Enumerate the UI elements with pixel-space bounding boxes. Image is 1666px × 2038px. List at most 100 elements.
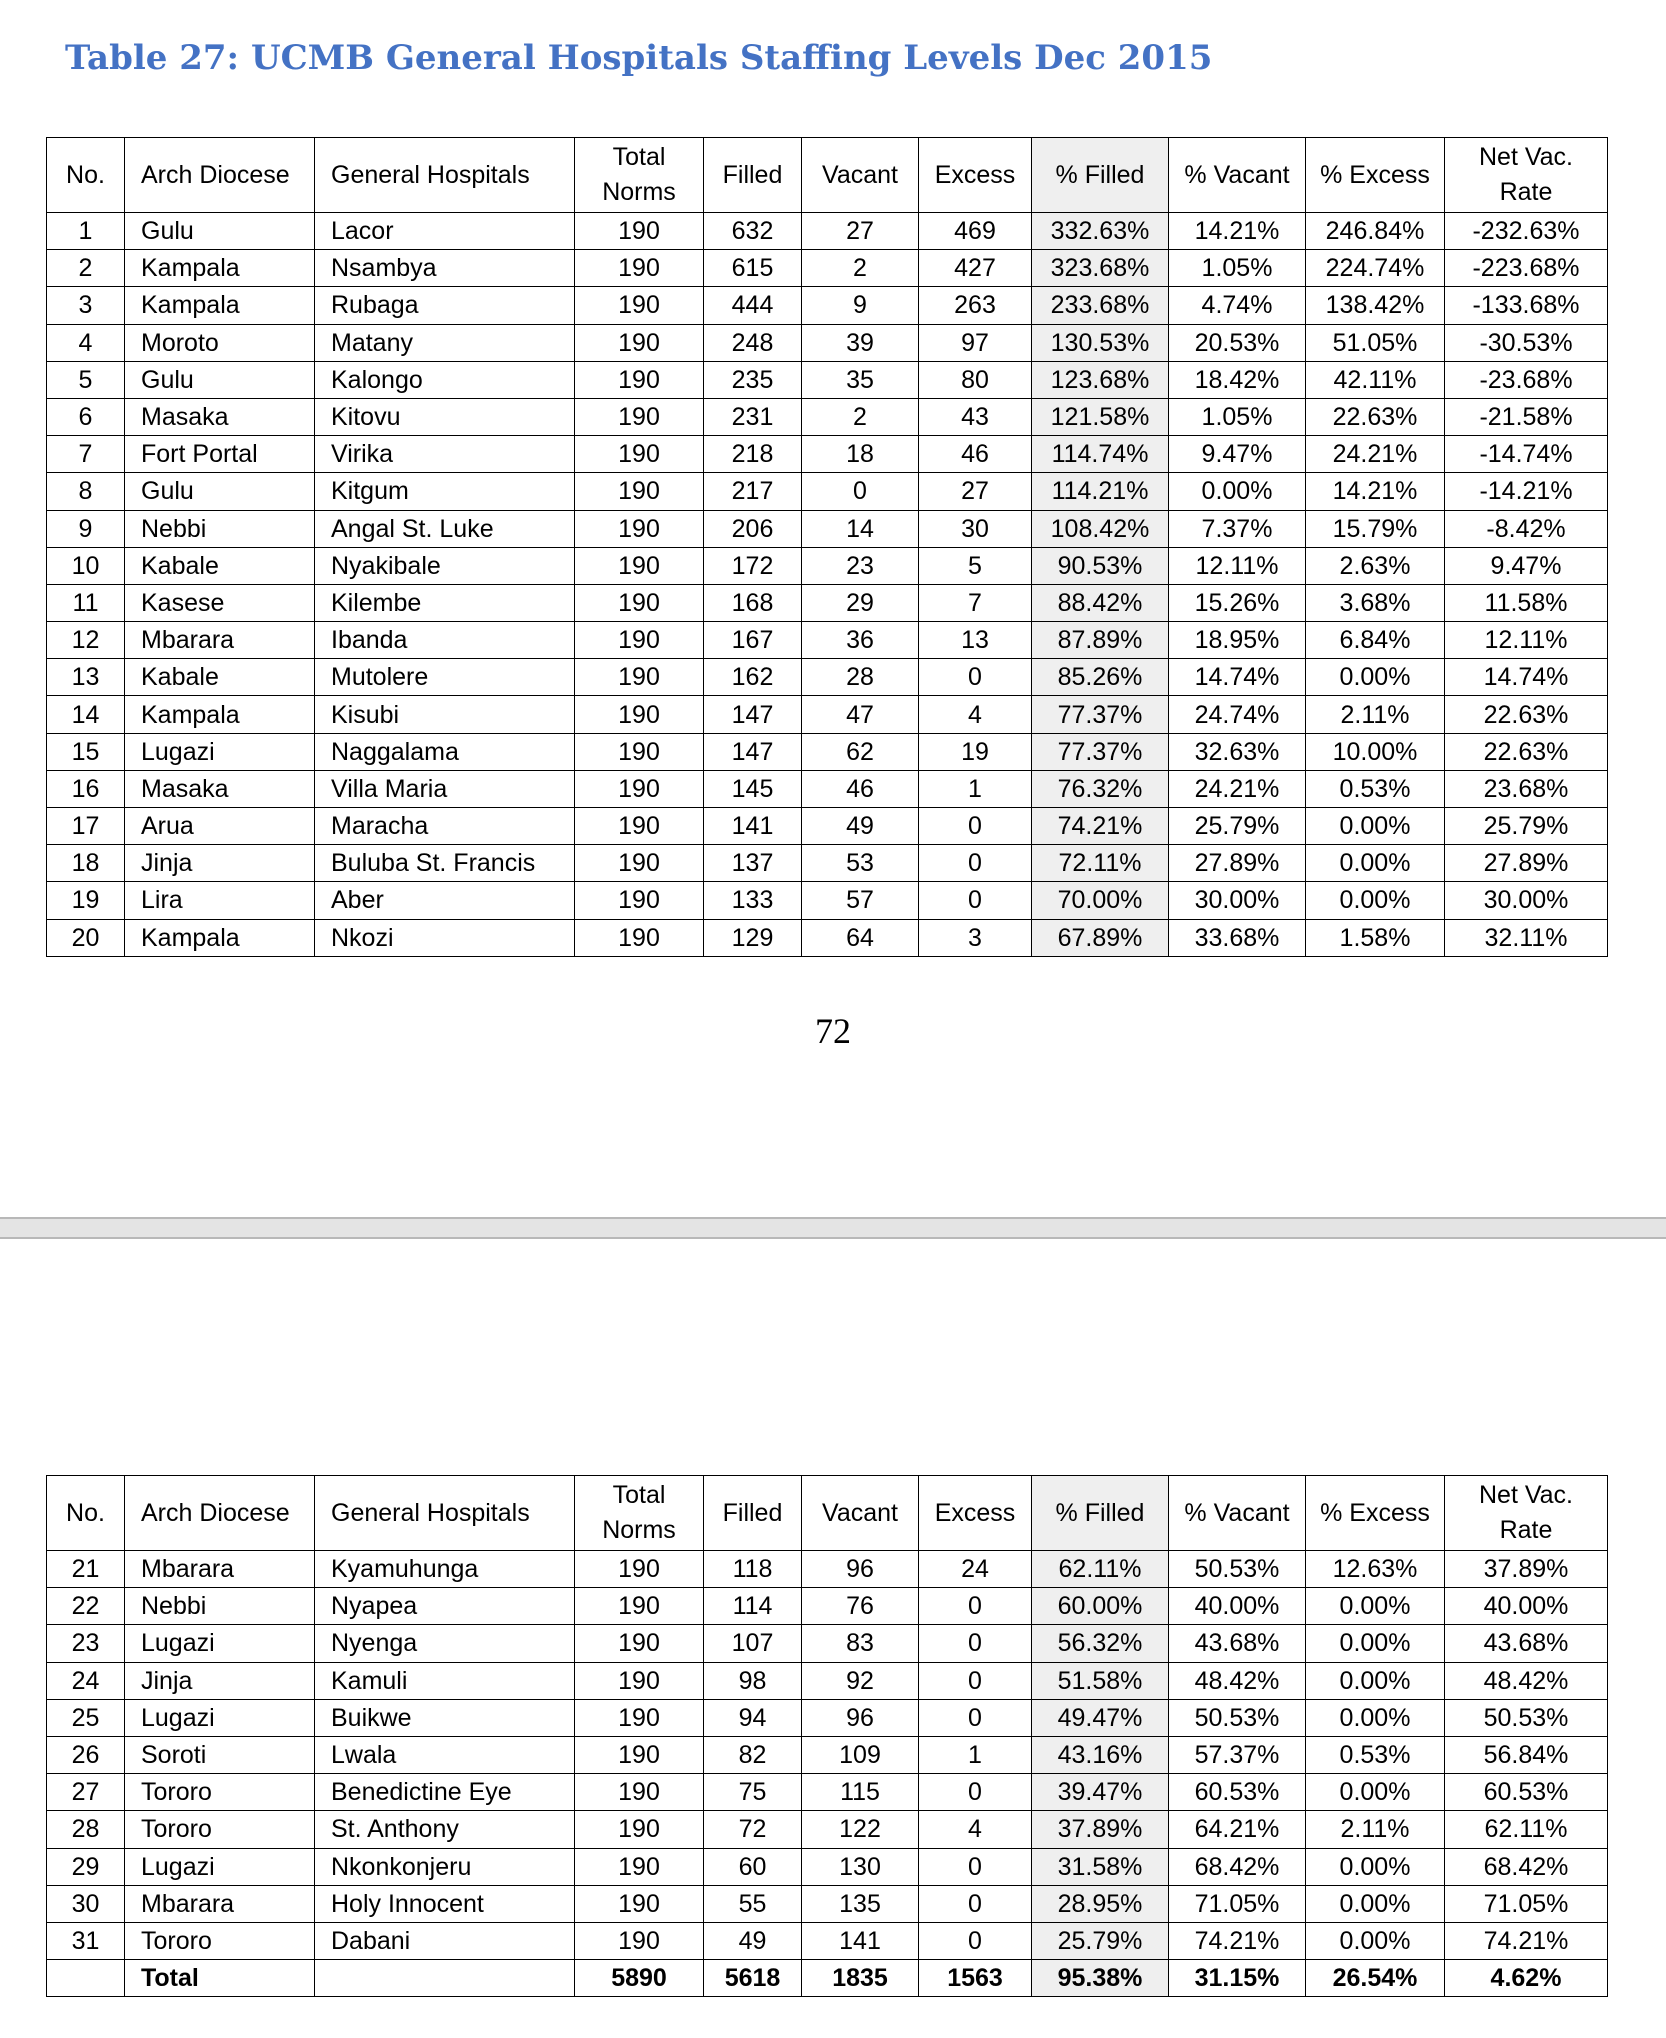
table-row: 21 Mbarara Kyamuhunga 190 118 96 24 62.11% 50.53… — [46, 1549, 1608, 1589]
cell-vacant: 9 — [801, 286, 919, 325]
cell-arch-diocese: Masaka — [124, 769, 315, 809]
cell-filled: 172 — [703, 546, 802, 585]
cell-vacant: 28 — [801, 658, 919, 697]
cell-no: 23 — [46, 1624, 125, 1663]
cell-excess: 0 — [918, 806, 1032, 846]
cell-general-hospital: Ibanda — [314, 621, 575, 660]
table-row: 27 Tororo Benedictine Eye 190 75 115 0 39.47% 60… — [46, 1773, 1608, 1812]
cell-pct-filled: 130.53% — [1031, 323, 1169, 362]
total-row: Total 5890 5618 1835 1563 95.38% 31.15% 26.54% 4… — [46, 1959, 1608, 1998]
cell-vacant: 135 — [801, 1884, 919, 1923]
cell-net-vac-rate: 62.11% — [1444, 1810, 1608, 1849]
cell-general-hospital: Mutolere — [314, 658, 575, 697]
cell-excess: 7 — [918, 583, 1032, 623]
col-header-net-vac-rate: Net Vac. Rate — [1444, 1475, 1608, 1551]
cell-pct-vacant: 30.00% — [1168, 881, 1306, 920]
table-row: 24 Jinja Kamuli 190 98 92 0 51.58% 48.42% 0.00% 48… — [46, 1661, 1608, 1700]
cell-arch-diocese: Lugazi — [124, 1847, 315, 1886]
cell-pct-vacant: 1.05% — [1168, 397, 1306, 437]
cell-net-vac-rate: 12.11% — [1444, 621, 1608, 660]
cell-pct-filled: 85.26% — [1031, 658, 1169, 697]
cell-pct-excess: 224.74% — [1305, 249, 1445, 288]
cell-vacant: 36 — [801, 621, 919, 660]
cell-excess: 0 — [918, 881, 1032, 920]
table-title: Table 27: UCMB General Hospitals Staffin… — [65, 38, 1213, 78]
cell-excess: 0 — [918, 844, 1032, 883]
cell-pct-excess: 2.11% — [1305, 1810, 1445, 1849]
cell-general-hospital: Dabani — [314, 1921, 575, 1961]
cell-filled: 55 — [703, 1884, 802, 1923]
cell-pct-filled: 39.47% — [1031, 1773, 1169, 1812]
cell-pct-excess: 0.00% — [1305, 1624, 1445, 1663]
cell-arch-diocese: Soroti — [124, 1735, 315, 1775]
cell-vacant: 64 — [801, 918, 919, 957]
cell-pct-filled: 31.58% — [1031, 1847, 1169, 1886]
cell-filled: 5618 — [703, 1959, 802, 1998]
page-number: 72 — [815, 1011, 851, 1051]
cell-filled: 632 — [703, 211, 802, 251]
cell-net-vac-rate: -14.74% — [1444, 435, 1608, 474]
cell-excess: 4 — [918, 695, 1032, 734]
cell-vacant: 1835 — [801, 1959, 919, 1998]
cell-excess: 13 — [918, 621, 1032, 660]
cell-net-vac-rate: 48.42% — [1444, 1661, 1608, 1700]
table-row: 30 Mbarara Holy Innocent 190 55 135 0 28.95% 71.… — [46, 1884, 1608, 1923]
cell-net-vac-rate: 56.84% — [1444, 1735, 1608, 1775]
cell-general-hospital: Buikwe — [314, 1698, 575, 1737]
cell-pct-excess: 0.00% — [1305, 1847, 1445, 1886]
table-row: 31 Tororo Dabani 190 49 141 0 25.79% 74.21% 0.00%… — [46, 1921, 1608, 1961]
cell-net-vac-rate: -223.68% — [1444, 249, 1608, 288]
cell-total-norms: 190 — [574, 546, 704, 585]
cell-pct-vacant: 50.53% — [1168, 1698, 1306, 1737]
cell-net-vac-rate: 37.89% — [1444, 1549, 1608, 1589]
cell-total-norms: 190 — [574, 286, 704, 325]
cell-excess: 19 — [918, 732, 1032, 771]
col-header-pct-vacant: % Vacant — [1168, 137, 1306, 213]
cell-pct-excess: 138.42% — [1305, 286, 1445, 325]
cell-excess: 427 — [918, 249, 1032, 288]
cell-general-hospital: Kalongo — [314, 360, 575, 399]
cell-general-hospital: Maracha — [314, 806, 575, 846]
cell-total-norms: 190 — [574, 621, 704, 660]
cell-pct-vacant: 40.00% — [1168, 1587, 1306, 1626]
cell-arch-diocese: Moroto — [124, 323, 315, 362]
cell-arch-diocese: Kampala — [124, 918, 315, 957]
cell-general-hospital: Benedictine Eye — [314, 1773, 575, 1812]
cell-net-vac-rate: 40.00% — [1444, 1587, 1608, 1626]
cell-pct-excess: 2.63% — [1305, 546, 1445, 585]
cell-arch-diocese: Jinja — [124, 844, 315, 883]
cell-excess: 46 — [918, 435, 1032, 474]
cell-pct-excess: 0.53% — [1305, 1735, 1445, 1775]
cell-pct-vacant: 14.21% — [1168, 211, 1306, 251]
staffing-table-page-72: No. Arch Diocese General Hospitals Total… — [46, 137, 1608, 957]
cell-arch-diocese: Nebbi — [124, 509, 315, 548]
col-header-pct-excess: % Excess — [1305, 1475, 1445, 1551]
cell-excess: 0 — [918, 1587, 1032, 1626]
cell-pct-filled: 28.95% — [1031, 1884, 1169, 1923]
col-header-vacant: Vacant — [801, 137, 919, 213]
cell-total-norms: 190 — [574, 1773, 704, 1812]
cell-net-vac-rate: -8.42% — [1444, 509, 1608, 548]
cell-vacant: 92 — [801, 1661, 919, 1700]
table-row: 4 Moroto Matany 190 248 39 97 130.53% 20.53% 51.0… — [46, 323, 1608, 362]
cell-pct-filled: 49.47% — [1031, 1698, 1169, 1737]
cell-pct-filled: 77.37% — [1031, 732, 1169, 771]
cell-vacant: 141 — [801, 1921, 919, 1961]
cell-filled: 147 — [703, 732, 802, 771]
table-row: 26 Soroti Lwala 190 82 109 1 43.16% 57.37% 0.53% 5… — [46, 1735, 1608, 1775]
cell-pct-excess: 2.11% — [1305, 695, 1445, 734]
table-body-page-72: 1 Gulu Lacor 190 632 27 469 332.63% 14.21% 246.84… — [46, 211, 1608, 957]
cell-arch-diocese: Lugazi — [124, 732, 315, 771]
cell-excess: 0 — [918, 1661, 1032, 1700]
cell-net-vac-rate: 50.53% — [1444, 1698, 1608, 1737]
table-row: 12 Mbarara Ibanda 190 167 36 13 87.89% 18.95% 6.8… — [46, 621, 1608, 660]
cell-general-hospital — [314, 1959, 575, 1998]
cell-net-vac-rate: 11.58% — [1444, 583, 1608, 623]
cell-net-vac-rate: 14.74% — [1444, 658, 1608, 697]
cell-pct-filled: 43.16% — [1031, 1735, 1169, 1775]
cell-pct-filled: 60.00% — [1031, 1587, 1169, 1626]
cell-filled: 72 — [703, 1810, 802, 1849]
table-row: 22 Nebbi Nyapea 190 114 76 0 60.00% 40.00% 0.00% 4… — [46, 1587, 1608, 1626]
cell-pct-filled: 88.42% — [1031, 583, 1169, 623]
table-row: 5 Gulu Kalongo 190 235 35 80 123.68% 18.42% 42.11… — [46, 360, 1608, 399]
